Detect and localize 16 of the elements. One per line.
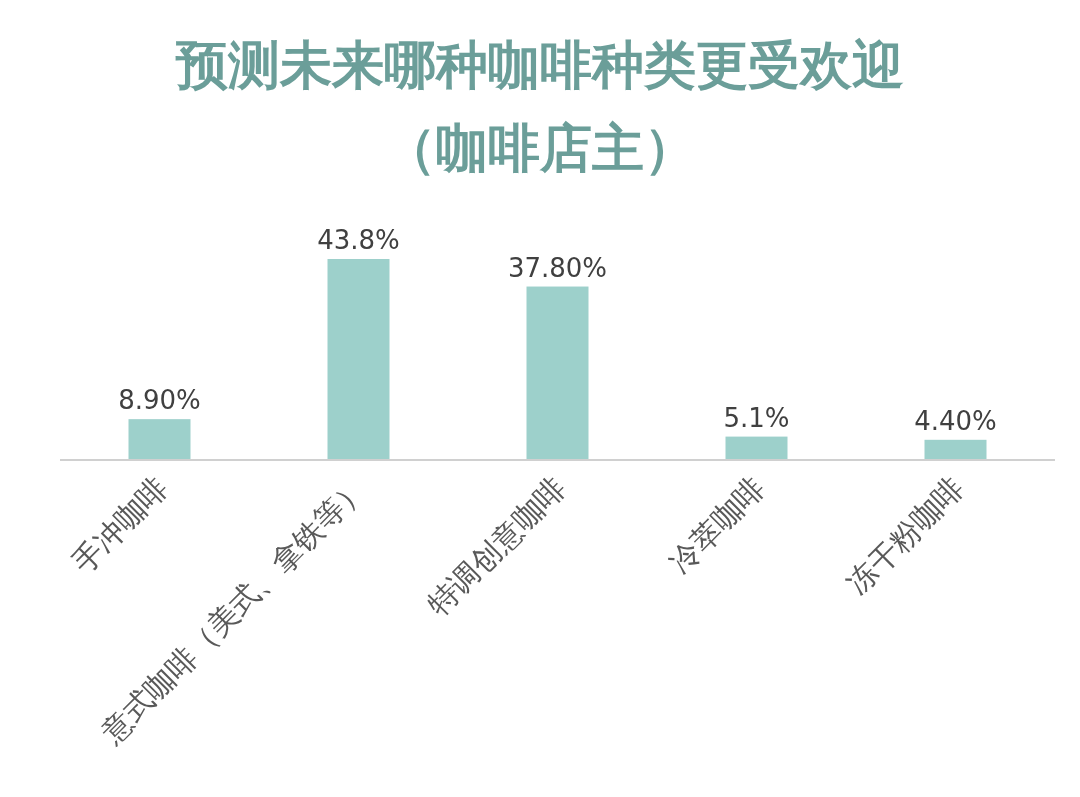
bar (327, 259, 390, 460)
data-label: 5.1% (723, 402, 790, 433)
data-label: 4.40% (914, 405, 997, 436)
x-tick-label: 冷萃咖啡 (661, 470, 772, 580)
bar (924, 439, 987, 460)
chart-title: 预测未来哪种咖啡种类更受欢迎 (175, 35, 904, 95)
x-tick-label: 冻干粉咖啡 (839, 470, 971, 602)
bar (725, 436, 788, 460)
x-tick-label: 特调创意咖啡 (420, 470, 573, 623)
bar (128, 419, 191, 460)
bar (526, 286, 589, 460)
chart-subtitle: （咖啡店主） (384, 118, 696, 178)
data-label: 43.8% (317, 225, 400, 255)
data-label: 8.90% (118, 385, 201, 416)
x-tick-label: 手冲咖啡 (64, 470, 175, 580)
data-label: 37.80% (507, 252, 608, 283)
